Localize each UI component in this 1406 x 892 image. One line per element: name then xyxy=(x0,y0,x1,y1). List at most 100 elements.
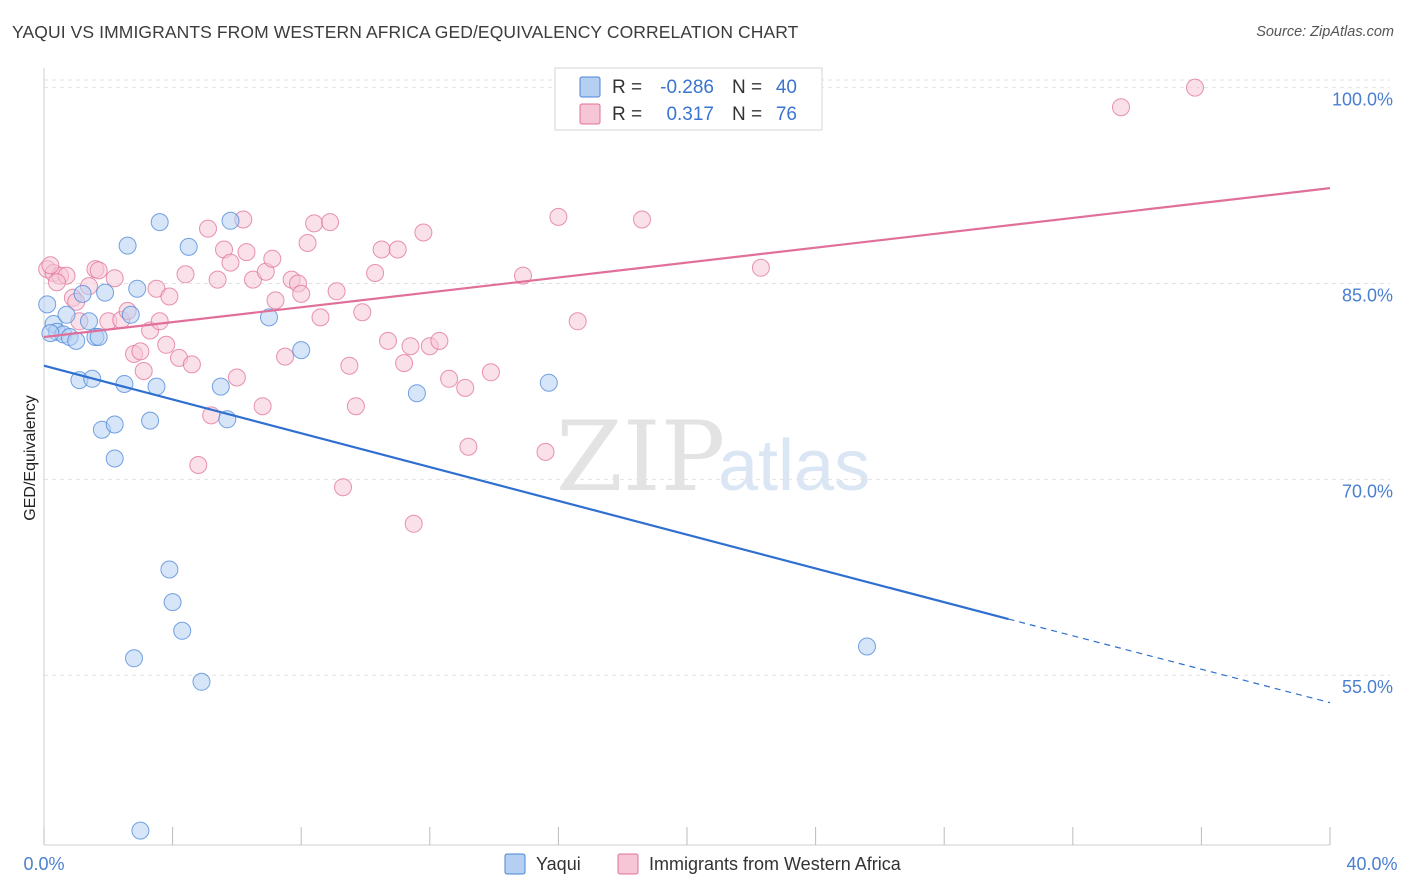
y-tick-label-85: 85.0% xyxy=(1342,285,1393,305)
yaqui-point-33 xyxy=(260,308,278,327)
western-africa-point-68 xyxy=(568,312,587,331)
yaqui-point-18 xyxy=(121,305,140,324)
western-africa-point-62 xyxy=(456,378,475,397)
yaqui-point-25 xyxy=(160,560,179,579)
western-africa-point-54 xyxy=(388,240,407,259)
western-africa-point-36 xyxy=(263,249,282,268)
watermark-zip: ZIP xyxy=(556,401,725,513)
western-africa-point-24 xyxy=(189,456,208,474)
western-africa-point-70 xyxy=(751,258,770,277)
trend-lines xyxy=(43,187,1331,704)
y-tick-label-100: 100.0% xyxy=(1332,90,1393,110)
yaqui-point-28 xyxy=(179,237,198,256)
western-africa-point-8 xyxy=(89,261,108,280)
yaqui-point-15 xyxy=(105,449,124,468)
trend-line-yaqui xyxy=(43,364,1009,621)
yaqui-point-17 xyxy=(118,236,137,255)
western-africa-point-34 xyxy=(253,397,272,416)
western-africa-point-69 xyxy=(633,210,651,229)
yaqui-point-16 xyxy=(115,375,134,393)
western-africa-point-55 xyxy=(395,354,414,373)
western-africa-point-18 xyxy=(150,312,169,331)
points-yaqui-blue xyxy=(38,211,876,840)
watermark-atlas: atlas xyxy=(718,426,870,506)
yaqui-point-8 xyxy=(73,284,92,303)
western-africa-point-63 xyxy=(459,437,478,456)
western-africa-point-37 xyxy=(266,291,285,310)
yaqui-point-24 xyxy=(150,213,169,232)
legend-n-label-western-africa: N = xyxy=(732,104,762,125)
legend-swatch-yaqui xyxy=(579,76,601,98)
western-africa-point-67 xyxy=(549,207,568,226)
legend-r-value-western-africa: 0.317 xyxy=(666,104,714,125)
western-africa-point-50 xyxy=(353,303,372,322)
western-africa-point-64 xyxy=(481,363,500,382)
western-africa-point-66 xyxy=(536,442,555,461)
western-africa-point-25 xyxy=(199,219,217,238)
western-africa-point-45 xyxy=(321,213,340,232)
bottom-legend-label-yaqui: Yaqui xyxy=(536,854,581,874)
y-tick-label-70: 70.0% xyxy=(1342,481,1393,501)
yaqui-point-39 xyxy=(89,328,108,346)
yaqui-point-27 xyxy=(173,621,192,640)
legend-r-label-western-africa: R = xyxy=(612,104,642,125)
yaqui-point-0 xyxy=(38,295,57,314)
western-africa-point-23 xyxy=(182,355,201,374)
yaqui-point-38 xyxy=(41,324,60,343)
yaqui-point-9 xyxy=(80,312,98,331)
series-legend: Yaqui Immigrants from Western Africa xyxy=(504,853,902,875)
y-axis-title: GED/Equivalency xyxy=(22,395,39,520)
western-africa-point-71 xyxy=(1112,98,1130,117)
western-africa-point-47 xyxy=(334,478,352,497)
yaqui-point-21 xyxy=(131,821,150,840)
western-africa-point-27 xyxy=(208,270,227,289)
x-ticks xyxy=(43,827,1331,845)
western-africa-point-32 xyxy=(237,243,256,262)
legend-swatch-western-africa xyxy=(579,103,601,125)
legend-r-label-yaqui: R = xyxy=(612,77,642,98)
trend-line-yaqui-extension xyxy=(1008,618,1331,704)
western-africa-point-51 xyxy=(366,264,385,282)
western-africa-point-65 xyxy=(514,266,532,285)
yaqui-point-14 xyxy=(105,415,124,434)
yaqui-point-26 xyxy=(163,593,182,612)
yaqui-point-30 xyxy=(211,377,230,396)
stats-legend: R = -0.286 N = 40 R = 0.317 N = 76 xyxy=(554,67,823,131)
western-africa-point-30 xyxy=(227,368,246,387)
yaqui-point-19 xyxy=(125,649,143,668)
x-tick-label-min: 0.0% xyxy=(23,854,64,874)
western-africa-point-57 xyxy=(404,514,423,533)
trend-line-western-africa xyxy=(43,187,1331,339)
western-africa-point-46 xyxy=(327,282,346,301)
western-africa-point-38 xyxy=(276,347,295,366)
western-africa-point-56 xyxy=(401,337,420,356)
gridlines xyxy=(44,79,1390,676)
legend-n-value-western-africa: 76 xyxy=(776,104,797,125)
western-africa-point-48 xyxy=(340,356,359,375)
yaqui-point-37 xyxy=(858,637,876,656)
yaqui-point-23 xyxy=(147,377,166,396)
legend-r-value-yaqui: -0.286 xyxy=(660,77,714,98)
yaqui-point-34 xyxy=(292,341,311,360)
yaqui-point-4 xyxy=(57,305,76,324)
western-africa-point-43 xyxy=(305,214,324,233)
western-africa-point-73 xyxy=(41,256,60,275)
bottom-legend-swatch-western-africa xyxy=(617,853,639,875)
western-africa-point-42 xyxy=(298,234,317,252)
western-africa-point-20 xyxy=(160,287,179,306)
yaqui-point-35 xyxy=(407,384,426,403)
western-africa-point-58 xyxy=(414,223,433,242)
western-africa-point-72 xyxy=(1186,78,1204,97)
western-africa-point-15 xyxy=(134,362,153,380)
western-africa-point-29 xyxy=(221,253,240,272)
yaqui-point-20 xyxy=(128,279,147,298)
yaqui-point-29 xyxy=(192,672,211,691)
yaqui-point-32 xyxy=(221,211,240,230)
y-tick-label-55: 55.0% xyxy=(1342,677,1393,697)
x-tick-label-max: 40.0% xyxy=(1346,854,1397,874)
yaqui-point-36 xyxy=(539,373,558,392)
western-africa-point-53 xyxy=(379,331,397,350)
chart-title: YAQUI VS IMMIGRANTS FROM WESTERN AFRICA … xyxy=(12,22,799,42)
y-tick-labels: 55.0% 70.0% 85.0% 100.0% xyxy=(1332,90,1393,698)
